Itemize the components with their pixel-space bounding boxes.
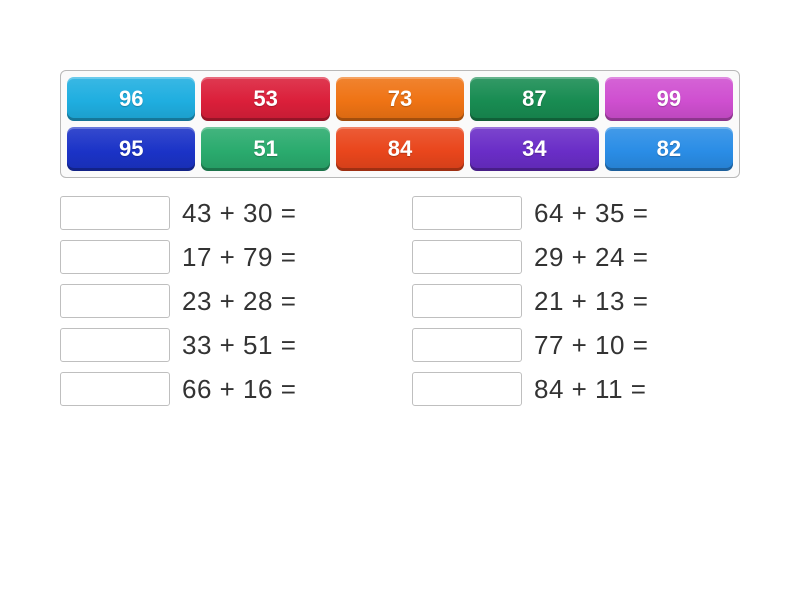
drop-target[interactable]: [60, 196, 170, 230]
game-container: 96 53 73 87 99 95 51 84 34 82 43 + 30 = …: [0, 0, 800, 446]
answer-tile[interactable]: 87: [470, 77, 598, 121]
equation-item: 29 + 24 =: [412, 240, 740, 274]
equation-item: 84 + 11 =: [412, 372, 740, 406]
equation-item: 77 + 10 =: [412, 328, 740, 362]
equations-grid: 43 + 30 = 64 + 35 = 17 + 79 = 29 + 24 = …: [60, 196, 740, 406]
drop-target[interactable]: [412, 372, 522, 406]
equation-text: 43 + 30 =: [182, 198, 296, 229]
equation-text: 21 + 13 =: [534, 286, 648, 317]
drop-target[interactable]: [60, 240, 170, 274]
drop-target[interactable]: [60, 328, 170, 362]
answer-tile[interactable]: 53: [201, 77, 329, 121]
answer-tile[interactable]: 84: [336, 127, 464, 171]
equation-text: 64 + 35 =: [534, 198, 648, 229]
equation-text: 33 + 51 =: [182, 330, 296, 361]
equation-item: 17 + 79 =: [60, 240, 388, 274]
answer-tile[interactable]: 51: [201, 127, 329, 171]
equation-item: 21 + 13 =: [412, 284, 740, 318]
drop-target[interactable]: [412, 284, 522, 318]
drop-target[interactable]: [412, 240, 522, 274]
tile-row-2: 95 51 84 34 82: [67, 127, 733, 171]
equation-item: 33 + 51 =: [60, 328, 388, 362]
answer-tile-panel: 96 53 73 87 99 95 51 84 34 82: [60, 70, 740, 178]
equation-text: 84 + 11 =: [534, 374, 646, 405]
drop-target[interactable]: [60, 284, 170, 318]
equation-item: 66 + 16 =: [60, 372, 388, 406]
equation-text: 23 + 28 =: [182, 286, 296, 317]
drop-target[interactable]: [60, 372, 170, 406]
answer-tile[interactable]: 34: [470, 127, 598, 171]
equation-item: 23 + 28 =: [60, 284, 388, 318]
drop-target[interactable]: [412, 328, 522, 362]
equation-item: 64 + 35 =: [412, 196, 740, 230]
answer-tile[interactable]: 96: [67, 77, 195, 121]
answer-tile[interactable]: 99: [605, 77, 733, 121]
equation-text: 66 + 16 =: [182, 374, 296, 405]
answer-tile[interactable]: 73: [336, 77, 464, 121]
equation-item: 43 + 30 =: [60, 196, 388, 230]
answer-tile[interactable]: 95: [67, 127, 195, 171]
equation-text: 29 + 24 =: [534, 242, 648, 273]
tile-row-1: 96 53 73 87 99: [67, 77, 733, 121]
answer-tile[interactable]: 82: [605, 127, 733, 171]
equation-text: 77 + 10 =: [534, 330, 648, 361]
drop-target[interactable]: [412, 196, 522, 230]
equation-text: 17 + 79 =: [182, 242, 296, 273]
